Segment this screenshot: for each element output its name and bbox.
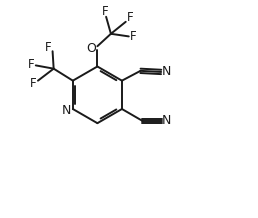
Text: F: F	[127, 11, 133, 24]
Text: N: N	[62, 104, 71, 117]
Text: N: N	[161, 65, 171, 78]
Text: F: F	[30, 77, 36, 90]
Text: O: O	[86, 42, 96, 55]
Text: F: F	[102, 5, 108, 19]
Text: F: F	[44, 41, 51, 54]
Text: F: F	[28, 58, 34, 71]
Text: F: F	[130, 30, 137, 43]
Text: N: N	[162, 114, 171, 128]
